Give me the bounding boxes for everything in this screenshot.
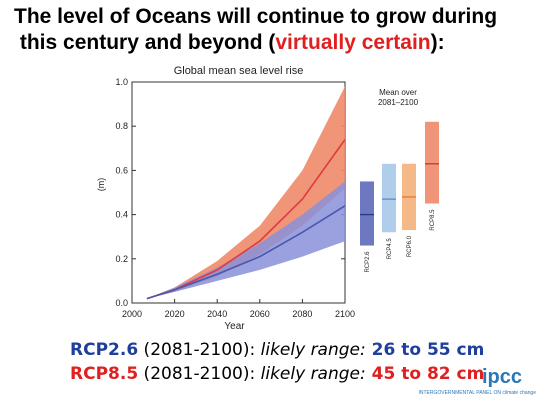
footer-rcp85-label: RCP8.5 <box>70 364 139 384</box>
x-tick-label: 2040 <box>207 309 227 319</box>
y-tick-label: 0.0 <box>115 298 128 308</box>
range-bar-rcp45 <box>382 163 396 233</box>
x-tick-label: 2060 <box>250 309 270 319</box>
x-tick-label: 2080 <box>292 309 312 319</box>
bar-label-rcp26: RCP2.6 <box>365 251 371 273</box>
x-tick-label: 2000 <box>122 309 142 319</box>
sea-level-chart: Global mean sea level rise 0.0 0.2 0.4 0.6 0.… <box>96 65 439 332</box>
footer-rcp85-range-value: 45 to 82 cm <box>365 364 485 384</box>
footer-rcp26-label: RCP2.6 <box>70 340 139 360</box>
y-tick-label: 0.2 <box>115 254 128 264</box>
y-axis-label: (m) <box>96 178 106 192</box>
headline: The level of Oceans will continue to gro… <box>14 4 534 56</box>
y-tick-label: 0.8 <box>115 121 128 131</box>
side-panel-title-1: Mean over <box>379 88 417 97</box>
footer-rcp26-range-label: likely range: <box>260 340 366 360</box>
range-bar-rcp26 <box>360 181 374 246</box>
ipcc-logo: ipcc INTERGOVERNMENTAL PANEL ON climate … <box>418 366 540 400</box>
footer-rcp26-period: (2081-2100): <box>138 340 261 360</box>
side-panel-title-2: 2081–2100 <box>378 98 419 107</box>
headline-line-2-end: ): <box>430 31 445 54</box>
y-tick-label: 1.0 <box>115 77 128 87</box>
footer-rcp85-period: (2081-2100): <box>138 364 261 384</box>
x-tick-label: 2020 <box>165 309 185 319</box>
x-axis-label: Year <box>224 321 245 332</box>
range-bar-rcp85 <box>425 121 439 204</box>
footer-rcp26-line: RCP2.6 (2081-2100): likely range: 26 to … <box>70 340 484 360</box>
y-tick-label: 0.4 <box>115 210 128 220</box>
y-tick-label: 0.6 <box>115 165 128 175</box>
headline-line-2: this century and beyond (virtually certa… <box>14 30 534 56</box>
x-tick-label: 2100 <box>335 309 355 319</box>
chart-title: Global mean sea level rise <box>174 65 304 77</box>
headline-line-1: The level of Oceans will continue to gro… <box>14 5 498 28</box>
bar-label-rcp85: RCP8.5 <box>430 209 436 231</box>
footer-rcp26-range-value: 26 to 55 cm <box>365 340 485 360</box>
bar-label-rcp60: RCP6.0 <box>407 235 413 257</box>
headline-line-2-text: this century and beyond ( <box>19 31 276 54</box>
footer-rcp85-line: RCP8.5 (2081-2100): likely range: 45 to … <box>70 364 484 384</box>
band-rcp26 <box>146 181 345 299</box>
footer-rcp85-range-label: likely range: <box>260 364 366 384</box>
ipcc-logo-word: ipcc <box>481 366 522 388</box>
headline-accent: virtually certain <box>275 31 431 54</box>
mean-line-rcp26 <box>146 205 346 300</box>
ipcc-logo-subtitle: INTERGOVERNMENTAL PANEL ON climate chang… <box>418 390 536 396</box>
bar-label-rcp45: RCP4.5 <box>387 238 393 260</box>
